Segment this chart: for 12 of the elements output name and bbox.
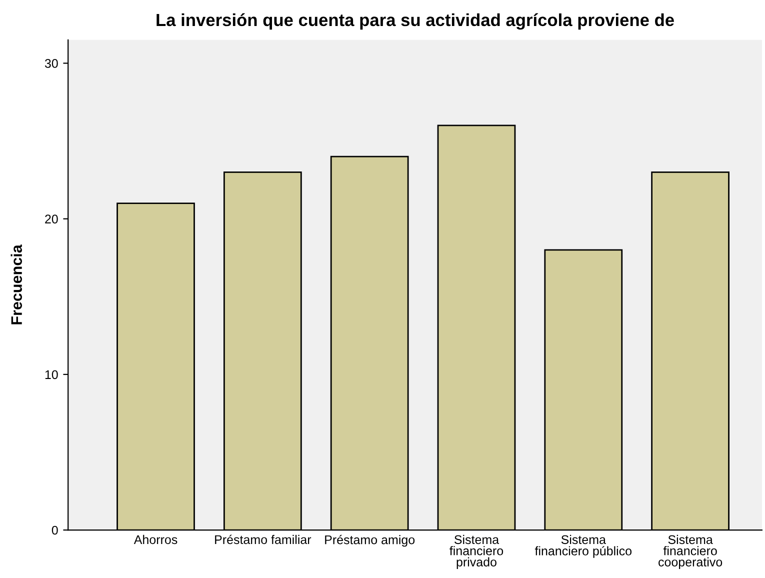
y-tick-label: 10 [45,370,58,380]
x-tick-label: Préstamo familiar [215,534,312,544]
y-tick-label: 30 [44,59,58,68]
y-axis-title: Frecuencia [10,244,22,324]
chart-title: La inversión que cuenta para su actividad agrícola proviene de [156,13,674,30]
x-tick-label: Sistema financiero público [534,534,632,558]
x-tick-label: Sistema financiero cooperativo [658,534,722,569]
x-tick-label: Sistema financiero privado [450,534,504,569]
x-tick-label: Préstamo amigo [325,534,415,547]
y-tick-label: 20 [45,214,58,224]
y-tick-label: 0 [52,526,58,535]
x-tick-label: Ahorros [134,534,178,544]
